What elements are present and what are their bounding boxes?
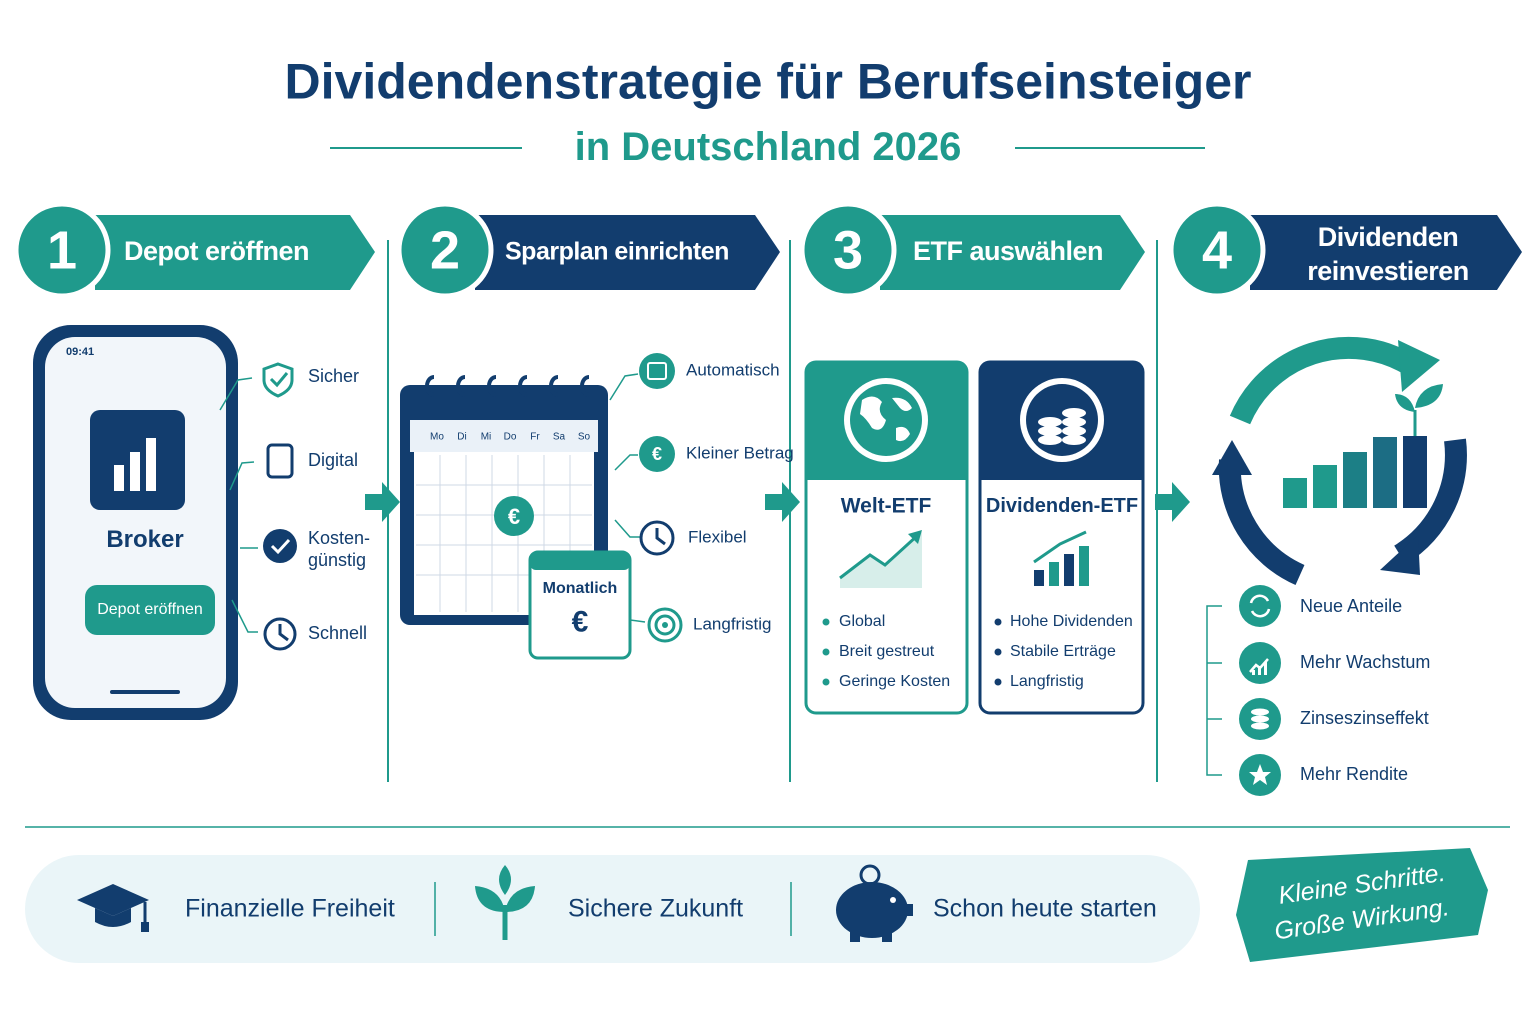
etf-point: Langfristig bbox=[1010, 673, 1084, 691]
step-number: 1 bbox=[46, 220, 78, 281]
feature: Sicher bbox=[308, 366, 360, 387]
euro-icon: € bbox=[651, 444, 663, 465]
footer-item: Finanzielle Freiheit bbox=[185, 894, 395, 923]
app-name: Broker bbox=[106, 525, 184, 553]
feature: Langfristig bbox=[693, 614, 772, 634]
feature: Flexibel bbox=[688, 527, 747, 547]
etf-point: Global bbox=[839, 613, 886, 631]
step-label: Sparplan einrichten bbox=[505, 237, 729, 266]
etf-name: Welt-ETF bbox=[840, 494, 932, 518]
feature: Digital bbox=[308, 450, 359, 471]
phone-time: 09:41 bbox=[66, 345, 95, 358]
etf-name: Dividenden-ETF bbox=[985, 495, 1139, 517]
feature: Kleiner Betrag bbox=[686, 443, 794, 463]
step-label: Depot eröffnen bbox=[124, 236, 310, 267]
step-label: reinvestieren bbox=[1307, 256, 1469, 287]
etf-point: Geringe Kosten bbox=[839, 673, 951, 691]
card-symbol: € bbox=[571, 605, 589, 639]
feature: günstig bbox=[308, 550, 367, 571]
euro-symbol: € bbox=[507, 503, 521, 529]
step-number: 2 bbox=[429, 220, 461, 281]
weekday: Sa bbox=[552, 431, 566, 443]
etf-point: Breit gestreut bbox=[839, 643, 935, 661]
weekday: Do bbox=[503, 431, 517, 443]
weekday: So bbox=[577, 431, 591, 443]
etf-point: Stabile Erträge bbox=[1010, 643, 1116, 661]
etf-point: Hohe Dividenden bbox=[1010, 613, 1133, 631]
benefit: Mehr Wachstum bbox=[1300, 652, 1431, 673]
weekday: Di bbox=[457, 431, 467, 443]
benefit: Zinseszinseffekt bbox=[1300, 708, 1429, 729]
weekday: Mo bbox=[430, 431, 444, 443]
card-label: Monatlich bbox=[542, 580, 618, 598]
weekday: Fr bbox=[530, 431, 540, 443]
step-label: Dividenden bbox=[1317, 222, 1459, 253]
feature: Kosten- bbox=[308, 528, 371, 549]
step-number: 4 bbox=[1201, 220, 1233, 281]
title: Dividendenstrategie für Berufseinsteiger bbox=[284, 53, 1252, 110]
footer-item: Sichere Zukunft bbox=[568, 894, 744, 923]
benefit: Mehr Rendite bbox=[1300, 764, 1409, 785]
benefit: Neue Anteile bbox=[1300, 596, 1403, 617]
footer-item: Schon heute starten bbox=[933, 894, 1157, 923]
subtitle: in Deutschland 2026 bbox=[574, 125, 962, 169]
feature: Schnell bbox=[308, 623, 368, 644]
open-button[interactable]: Depot eröffnen bbox=[97, 601, 203, 619]
weekday: Mi bbox=[480, 431, 492, 443]
step-number: 3 bbox=[832, 220, 864, 281]
feature: Automatisch bbox=[686, 360, 780, 380]
step-label: ETF auswählen bbox=[913, 236, 1104, 267]
